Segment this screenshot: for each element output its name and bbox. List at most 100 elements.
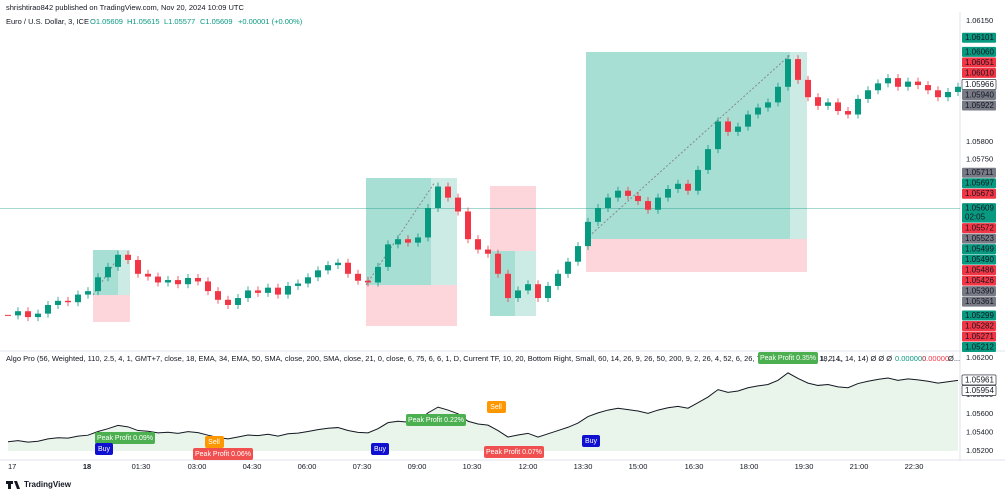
indicator-params-end: 1, 2, 1, 14, 14) Ø Ø Ø	[820, 354, 892, 363]
ohlc-close: C1.05609	[200, 17, 233, 26]
time-label: 12:00	[519, 462, 538, 471]
indicator-line	[7, 372, 959, 443]
candle	[315, 270, 321, 278]
signal-label: Peak Profit 0.06%	[195, 451, 251, 458]
candle	[875, 83, 881, 91]
candle	[435, 186, 441, 209]
candle	[405, 239, 411, 243]
candle	[525, 284, 531, 291]
time-label: 22:30	[905, 462, 924, 471]
candle	[15, 311, 21, 316]
signals: Peak Profit 0.09% Sell Buy Peak Profit 0…	[95, 352, 818, 460]
change: +0.00001 (+0.00%)	[238, 17, 303, 26]
candle	[805, 79, 811, 98]
indicator-label: 1.05954	[965, 386, 994, 395]
candle	[695, 169, 701, 191]
price-label-box	[962, 46, 996, 57]
candle	[675, 183, 681, 189]
candle	[815, 97, 821, 106]
price-label-box	[962, 275, 996, 286]
candle	[775, 86, 781, 103]
candle	[155, 276, 161, 283]
candle	[515, 290, 521, 299]
time-label: 15:00	[629, 462, 648, 471]
candle	[85, 291, 91, 295]
candle	[195, 277, 201, 282]
candle	[365, 280, 371, 283]
price-label-box	[961, 79, 997, 90]
candle	[455, 197, 461, 212]
ohlc-open: O1.05609	[90, 17, 123, 26]
price-label-box	[962, 310, 996, 321]
candle	[915, 81, 921, 86]
candle	[305, 277, 311, 284]
price-label: 1.05361	[965, 297, 994, 306]
price-label: 1.05966	[965, 80, 994, 89]
price-label: 1.05711	[965, 168, 994, 177]
signal-label: Buy	[374, 446, 387, 453]
price-label: 1.05212	[965, 342, 994, 351]
candle	[565, 261, 571, 274]
signal-label: Sell	[208, 439, 220, 446]
ohlc-low: L1.05577	[164, 17, 195, 26]
indicator-label-box	[961, 374, 997, 386]
candle	[465, 211, 471, 240]
price-label-box	[962, 203, 996, 223]
candle	[275, 287, 281, 295]
price-label-box	[962, 57, 996, 68]
candle	[75, 294, 81, 303]
indicator-pane	[7, 372, 959, 451]
candle	[955, 86, 961, 92]
indicator-tail: Ø...	[948, 354, 960, 363]
time-label: 01:30	[132, 462, 151, 471]
candle	[545, 285, 551, 299]
candle	[755, 107, 761, 115]
price-label-box	[962, 188, 996, 199]
y-tick-label: 1.06150	[966, 16, 993, 25]
candle	[245, 290, 251, 299]
candle	[715, 121, 721, 150]
candle	[785, 59, 791, 87]
candle	[45, 304, 51, 314]
candle	[585, 221, 591, 247]
candle	[355, 273, 361, 281]
time-label: 10:30	[463, 462, 482, 471]
price-label: 1.05697	[965, 179, 994, 188]
candle	[425, 208, 431, 238]
candle	[725, 121, 731, 132]
indicator-value: 0.000000	[895, 354, 926, 363]
indicator-fill	[8, 372, 958, 451]
candle	[905, 81, 911, 87]
candle	[265, 287, 271, 293]
price-label-box	[962, 67, 996, 78]
candle	[845, 111, 851, 115]
candle	[765, 102, 771, 108]
time-label: 21:00	[850, 462, 869, 471]
price-label: 1.06060	[965, 47, 994, 56]
candle	[205, 281, 211, 292]
candle	[255, 290, 261, 293]
candle	[895, 78, 901, 87]
signal-label: Peak Profit 0.35%	[760, 355, 816, 362]
candle	[145, 273, 151, 277]
price-label: 1.05572	[965, 223, 994, 232]
candle	[375, 266, 381, 283]
candle	[885, 78, 891, 84]
candle	[625, 190, 631, 196]
candle	[495, 253, 501, 274]
signal-label: Buy	[98, 446, 111, 453]
time-label: 16:30	[685, 462, 704, 471]
price-label-box	[962, 320, 996, 331]
candle	[185, 277, 191, 285]
price-axis: 1.061501.059001.058001.057501.056501.061…	[961, 16, 997, 455]
candle	[475, 239, 481, 250]
countdown: 02:05	[965, 213, 986, 222]
candle	[535, 284, 541, 299]
signal-label: Peak Profit 0.22%	[408, 417, 464, 424]
price-label: 1.05922	[965, 101, 994, 110]
time-label: 06:00	[298, 462, 317, 471]
indicator-params: Algo Pro (56, Weighted, 110, 2.5, 4, 1, …	[6, 354, 842, 363]
footer-logo: TradingView	[6, 480, 72, 489]
price-label-box	[962, 167, 996, 178]
price-label: 1.05282	[965, 321, 994, 330]
